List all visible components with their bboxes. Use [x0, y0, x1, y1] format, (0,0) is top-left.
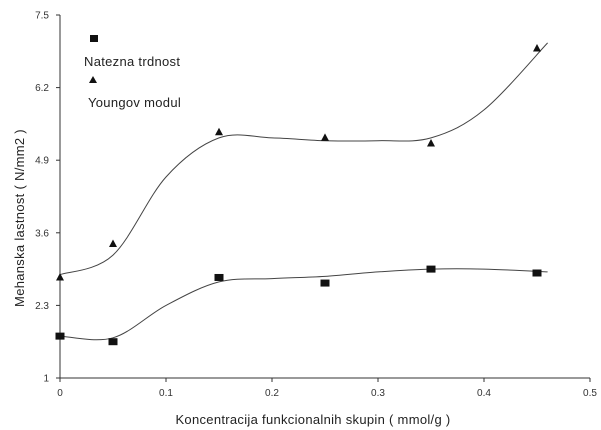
trend-lines: [59, 42, 548, 341]
y-tick-label: 6.2: [35, 83, 49, 94]
legend-label-youngov-modul: Youngov modul: [88, 95, 181, 110]
axis-ticks: 0 0.1 0.2 0.3 0.4 0.5 1 2.3 3.6 4.9 6.2 7.5: [35, 11, 597, 400]
data-point-triangle: [533, 44, 541, 52]
plot-area: [59, 15, 590, 379]
data-point-square: [532, 269, 542, 277]
x-tick-label: 0.3: [371, 388, 385, 399]
data-point-triangle: [56, 272, 64, 281]
x-tick-label: 0: [57, 388, 63, 399]
data-point-triangle: [321, 133, 329, 141]
data-point-square: [55, 332, 65, 340]
trend-line-youngov-modul: [59, 42, 548, 276]
data-point-triangle: [215, 127, 223, 136]
x-tick-label: 0.4: [477, 388, 491, 399]
legend: Natezna trdnost Youngov modul: [84, 35, 181, 110]
y-tick-label: 1: [43, 374, 49, 385]
data-point-triangle: [427, 138, 435, 147]
x-axis-title: Koncentracija funkcionalnih skupin ( mmo…: [175, 412, 450, 427]
y-axis-title: Mehanska lastnost ( N/mm2 ): [12, 129, 27, 307]
trend-line-natezna-trdnost: [59, 268, 548, 341]
data-markers: [55, 44, 542, 346]
legend-square-icon: [90, 35, 98, 42]
y-tick-label: 7.5: [35, 11, 49, 22]
data-point-square: [214, 273, 224, 281]
y-tick-label: 4.9: [35, 156, 49, 167]
data-point-triangle: [109, 239, 117, 247]
data-point-square: [108, 338, 118, 346]
y-tick-label: 2.3: [35, 301, 49, 312]
data-point-square: [426, 265, 436, 273]
legend-label-natezna-trdnost: Natezna trdnost: [84, 54, 180, 69]
legend-triangle-icon: [89, 76, 97, 83]
x-tick-label: 0.5: [583, 388, 597, 399]
x-tick-label: 0.2: [265, 388, 279, 399]
data-point-square: [320, 279, 330, 287]
y-tick-label: 3.6: [35, 228, 49, 239]
x-tick-label: 0.1: [159, 388, 173, 399]
